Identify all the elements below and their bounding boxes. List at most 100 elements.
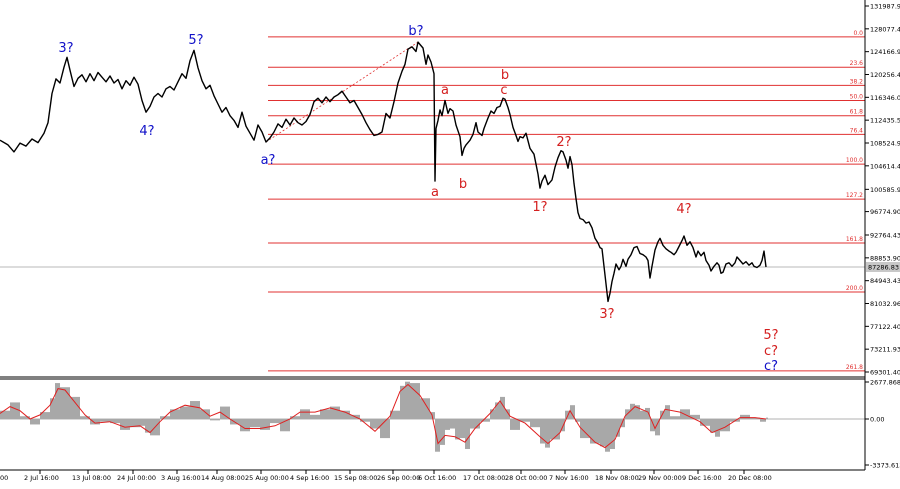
wave-label: b xyxy=(501,68,509,83)
oscillator-bar xyxy=(405,381,410,419)
oscillator-bar xyxy=(505,409,510,419)
oscillator-bar xyxy=(410,383,420,419)
price-tick-label: 88853.90 xyxy=(870,254,900,262)
price-tick-label: 69301.40 xyxy=(870,369,900,377)
oscillator-bar xyxy=(40,412,50,419)
time-tick-label: 14 Aug 08:00 xyxy=(201,474,245,482)
fib-level-label: 23.6 xyxy=(850,60,864,67)
fib-level-label: 0.0 xyxy=(853,30,863,37)
current-price-label: 87286.83 xyxy=(868,263,899,271)
price-tick-label: 100585.96 xyxy=(870,186,900,194)
oscillator-bar xyxy=(655,419,660,436)
oscillator-bar xyxy=(715,419,720,437)
oscillator-tick-label: 2677.868 xyxy=(870,379,900,387)
oscillator-bar xyxy=(170,409,180,419)
oscillator-bar xyxy=(340,410,350,419)
oscillator-bar xyxy=(470,419,480,429)
oscillator-bar xyxy=(20,416,30,419)
oscillator-bar xyxy=(580,419,590,439)
oscillator-signal-line xyxy=(0,383,767,449)
oscillator-tick-label: -3373.613 xyxy=(870,462,900,470)
wave-label: a xyxy=(431,185,439,200)
fib-level-label: 161.8 xyxy=(846,236,863,243)
oscillator-bar xyxy=(766,417,768,419)
oscillator-bar xyxy=(600,419,605,447)
oscillator-bar xyxy=(670,416,680,419)
wave-label: 3? xyxy=(599,307,614,322)
price-tick-label: 120256.49 xyxy=(870,71,900,79)
oscillator-bar xyxy=(570,405,575,419)
oscillator-bar xyxy=(630,403,635,419)
oscillator-bar xyxy=(635,405,640,419)
oscillator-bar xyxy=(110,419,120,424)
time-tick-label: 00 xyxy=(0,474,8,482)
oscillator-bar xyxy=(495,402,500,419)
oscillator-bar xyxy=(640,410,645,419)
fib-level-label: 100.0 xyxy=(846,157,863,164)
oscillator-bar xyxy=(400,385,405,419)
oscillator-bar xyxy=(50,398,55,419)
oscillator-bar xyxy=(560,419,565,432)
oscillator-bar xyxy=(270,419,280,424)
oscillator-bar xyxy=(130,419,140,428)
oscillator-bar xyxy=(140,419,145,426)
oscillator-bar xyxy=(565,410,570,419)
fib-level-label: 76.4 xyxy=(850,127,864,134)
oscillator-bar xyxy=(55,383,60,419)
oscillator-bar xyxy=(310,414,320,419)
price-tick-label: 81032.96 xyxy=(870,300,900,308)
oscillator-bar xyxy=(450,419,455,429)
oscillator-bar xyxy=(610,419,615,449)
time-tick-label: 15 Sep 08:00 xyxy=(334,474,377,482)
wave-label: c xyxy=(500,83,507,98)
time-tick-label: 17 Oct 08:00 xyxy=(463,474,505,482)
oscillator-bar xyxy=(120,419,130,430)
oscillator-bar xyxy=(250,419,260,428)
oscillator-bar xyxy=(545,419,550,448)
time-tick-label: 6 Oct 16:00 xyxy=(418,474,456,482)
price-tick-label: 77122.40 xyxy=(870,323,900,331)
oscillator-bar xyxy=(750,417,760,419)
oscillator-bar xyxy=(520,419,530,422)
oscillator-bar xyxy=(180,406,190,419)
oscillator-bar xyxy=(60,387,70,419)
oscillator-bar xyxy=(190,401,200,419)
time-tick-label: 13 Jul 08:00 xyxy=(72,474,111,482)
oscillator-bar xyxy=(460,419,465,439)
wave-label: c? xyxy=(764,359,778,374)
oscillator-bar xyxy=(80,416,90,419)
wave-label: a? xyxy=(261,153,276,168)
oscillator-bar xyxy=(280,419,290,432)
time-tick-label: 29 Nov 00:00 xyxy=(638,474,682,482)
oscillator-bar xyxy=(10,402,20,419)
oscillator-bar xyxy=(370,419,380,429)
oscillator-bar xyxy=(550,419,560,440)
price-tick-label: 108524.90 xyxy=(870,139,900,147)
wave-label: b? xyxy=(408,24,423,39)
oscillator-bar xyxy=(380,419,390,439)
time-tick-label: 20 Dec 08:00 xyxy=(728,474,772,482)
fib-level-label: 127.2 xyxy=(846,192,863,199)
oscillator-bar xyxy=(440,419,445,445)
wave-label: b xyxy=(459,177,467,192)
price-tick-label: 96774.90 xyxy=(870,208,900,216)
oscillator-bar xyxy=(530,419,540,428)
oscillator-bar xyxy=(145,419,150,433)
time-tick-label: 7 Nov 16:00 xyxy=(549,474,589,482)
time-tick-label: 2 Jul 16:00 xyxy=(24,474,59,482)
oscillator-bar xyxy=(70,396,80,419)
time-tick-label: 28 Oct 00:00 xyxy=(505,474,547,482)
oscillator-bar xyxy=(300,409,310,419)
price-tick-label: 104614.43 xyxy=(870,162,900,170)
oscillator-bar xyxy=(435,419,440,452)
fib-level-label: 261.8 xyxy=(846,364,863,371)
oscillator-bar xyxy=(90,419,100,425)
oscillator-bar xyxy=(260,419,270,430)
oscillator-bar xyxy=(510,419,520,430)
oscillator-bar xyxy=(0,410,10,419)
oscillator-bar xyxy=(645,407,650,419)
oscillator-bar xyxy=(445,419,450,430)
oscillator-bar xyxy=(30,419,40,425)
